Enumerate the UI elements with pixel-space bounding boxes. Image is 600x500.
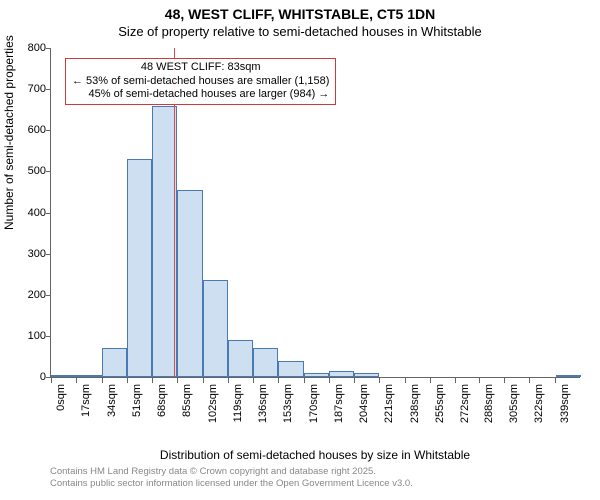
ytick-label: 100 bbox=[6, 330, 46, 342]
ytick-label: 500 bbox=[6, 165, 46, 177]
xtick-mark bbox=[76, 378, 77, 383]
xtick-label: 102sqm bbox=[207, 384, 219, 423]
histogram-bar bbox=[228, 340, 253, 377]
xtick-mark bbox=[430, 378, 431, 383]
histogram-bar bbox=[354, 373, 379, 377]
xtick-label: 305sqm bbox=[508, 384, 520, 423]
xtick-mark bbox=[455, 378, 456, 383]
histogram-bar bbox=[278, 361, 303, 377]
xtick-label: 136sqm bbox=[257, 384, 269, 423]
xtick-label: 85sqm bbox=[181, 384, 193, 417]
xtick-mark bbox=[504, 378, 505, 383]
histogram-bar bbox=[51, 375, 76, 377]
xtick-label: 153sqm bbox=[282, 384, 294, 423]
ytick-mark bbox=[46, 130, 51, 131]
annotation-line3: 45% of semi-detached houses are larger (… bbox=[72, 88, 329, 102]
xtick-label: 288sqm bbox=[483, 384, 495, 423]
ytick-mark bbox=[46, 254, 51, 255]
histogram-bar bbox=[177, 190, 202, 377]
xtick-mark bbox=[203, 378, 204, 383]
xtick-mark bbox=[102, 378, 103, 383]
xtick-mark bbox=[479, 378, 480, 383]
ytick-mark bbox=[46, 89, 51, 90]
xtick-label: 255sqm bbox=[434, 384, 446, 423]
ytick-mark bbox=[46, 295, 51, 296]
x-axis-label: Distribution of semi-detached houses by … bbox=[50, 448, 580, 462]
ytick-mark bbox=[46, 336, 51, 337]
ytick-label: 400 bbox=[6, 207, 46, 219]
xtick-label: 272sqm bbox=[459, 384, 471, 423]
ytick-label: 0 bbox=[6, 371, 46, 383]
xtick-mark bbox=[253, 378, 254, 383]
ytick-mark bbox=[46, 171, 51, 172]
footer-attribution: Contains HM Land Registry data © Crown c… bbox=[50, 466, 413, 490]
xtick-label: 34sqm bbox=[106, 384, 118, 417]
xtick-label: 238sqm bbox=[409, 384, 421, 423]
ytick-label: 700 bbox=[6, 83, 46, 95]
xtick-label: 187sqm bbox=[333, 384, 345, 423]
histogram-bar bbox=[253, 348, 278, 377]
xtick-mark bbox=[405, 378, 406, 383]
xtick-mark bbox=[177, 378, 178, 383]
xtick-label: 0sqm bbox=[55, 384, 67, 411]
annotation-line2: ← 53% of semi-detached houses are smalle… bbox=[72, 75, 329, 89]
xtick-label: 339sqm bbox=[559, 384, 571, 423]
xtick-label: 68sqm bbox=[156, 384, 168, 417]
chart-area: 0sqm17sqm34sqm51sqm68sqm85sqm102sqm119sq… bbox=[50, 48, 580, 418]
xtick-label: 170sqm bbox=[308, 384, 320, 423]
annotation-line1: 48 WEST CLIFF: 83sqm bbox=[72, 61, 329, 75]
xtick-label: 51sqm bbox=[131, 384, 143, 417]
histogram-bar bbox=[556, 375, 581, 377]
xtick-mark bbox=[379, 378, 380, 383]
histogram-bar bbox=[102, 348, 127, 377]
plot-region: 0sqm17sqm34sqm51sqm68sqm85sqm102sqm119sq… bbox=[50, 48, 580, 378]
xtick-mark bbox=[127, 378, 128, 383]
xtick-label: 119sqm bbox=[232, 384, 244, 422]
histogram-bar bbox=[127, 159, 152, 377]
ytick-mark bbox=[46, 213, 51, 214]
ytick-mark bbox=[46, 48, 51, 49]
footer-line1: Contains HM Land Registry data © Crown c… bbox=[50, 466, 413, 478]
chart-title-line1: 48, WEST CLIFF, WHITSTABLE, CT5 1DN bbox=[0, 6, 600, 22]
xtick-mark bbox=[228, 378, 229, 383]
xtick-mark bbox=[329, 378, 330, 383]
xtick-label: 204sqm bbox=[358, 384, 370, 423]
histogram-bar bbox=[329, 371, 354, 377]
footer-line2: Contains public sector information licen… bbox=[50, 478, 413, 490]
xtick-label: 322sqm bbox=[533, 384, 545, 423]
xtick-mark bbox=[354, 378, 355, 383]
xtick-mark bbox=[278, 378, 279, 383]
xtick-label: 17sqm bbox=[80, 384, 92, 417]
histogram-bar bbox=[76, 375, 101, 377]
xtick-mark bbox=[304, 378, 305, 383]
histogram-bar bbox=[203, 280, 228, 377]
xtick-label: 221sqm bbox=[383, 384, 395, 423]
xtick-mark bbox=[529, 378, 530, 383]
xtick-mark bbox=[152, 378, 153, 383]
chart-title-line2: Size of property relative to semi-detach… bbox=[0, 24, 600, 39]
annotation-box: 48 WEST CLIFF: 83sqm← 53% of semi-detach… bbox=[65, 58, 336, 105]
ytick-label: 600 bbox=[6, 124, 46, 136]
xtick-mark bbox=[555, 378, 556, 383]
ytick-label: 200 bbox=[6, 289, 46, 301]
histogram-bar bbox=[304, 373, 329, 377]
ytick-label: 800 bbox=[6, 42, 46, 54]
xtick-mark bbox=[51, 378, 52, 383]
ytick-label: 300 bbox=[6, 248, 46, 260]
